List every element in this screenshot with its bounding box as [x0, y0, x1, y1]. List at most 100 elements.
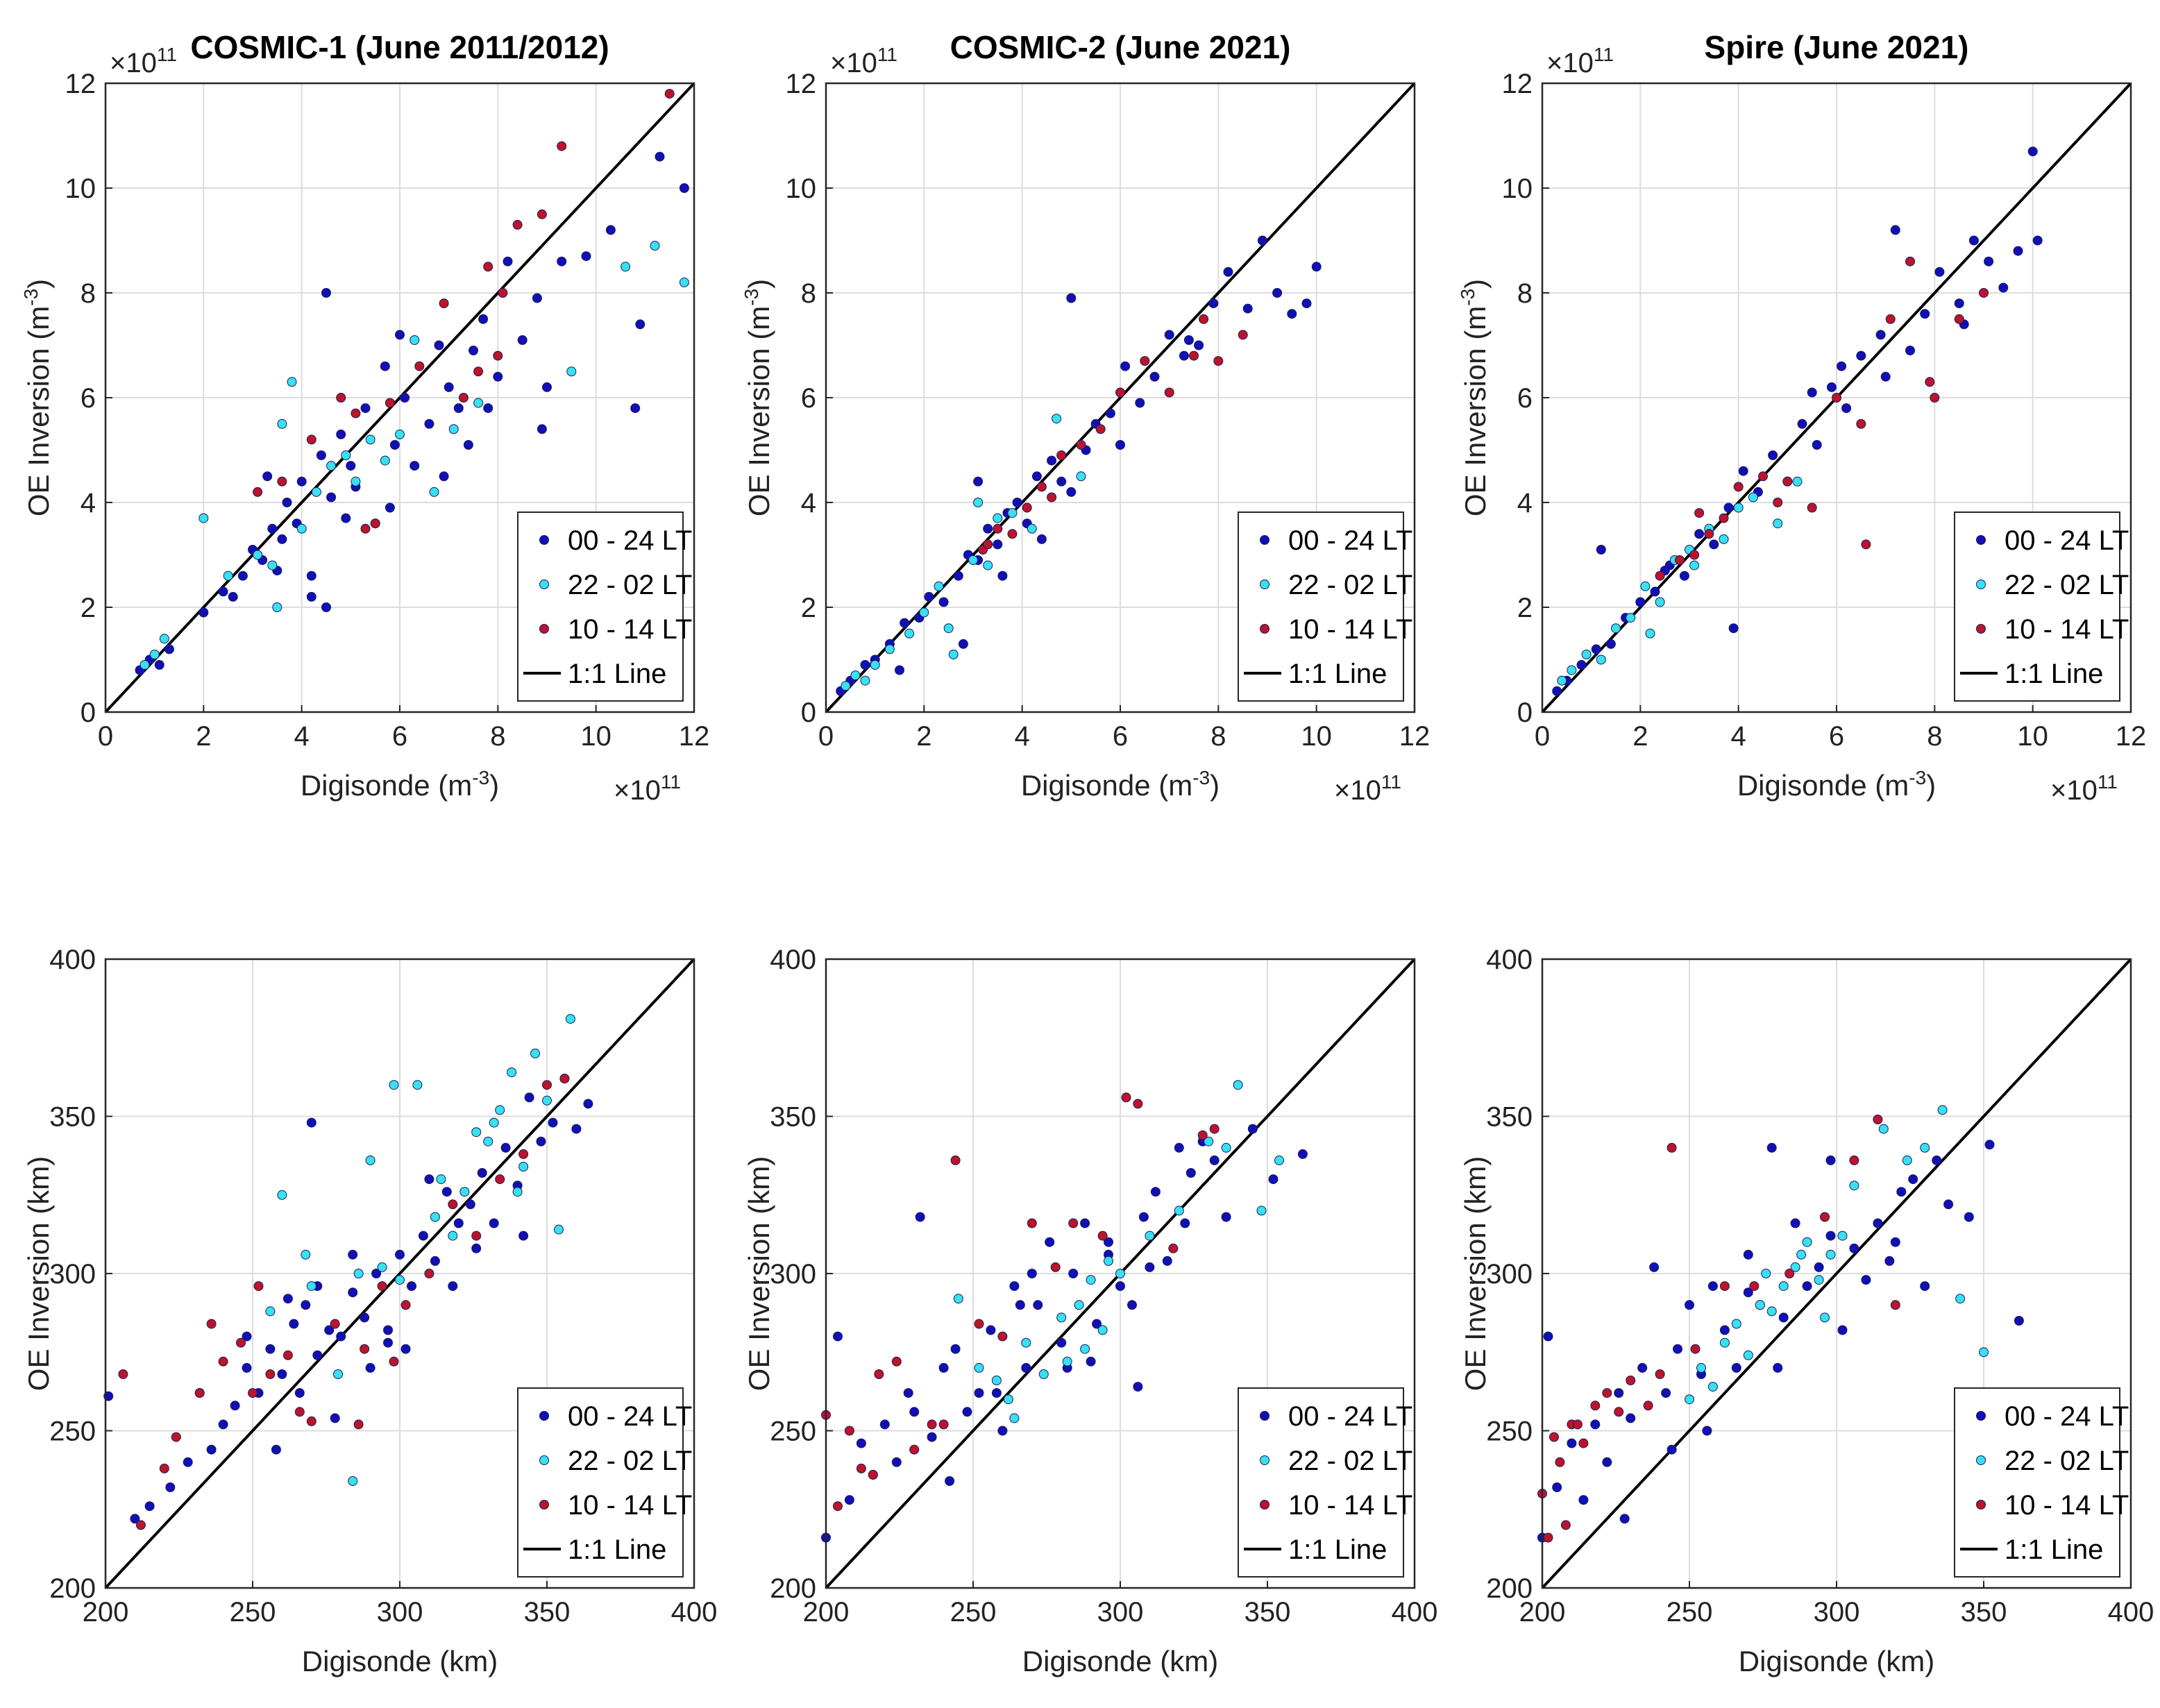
data-point-22-02 [199, 513, 209, 523]
data-point-22-02 [1062, 1356, 1072, 1367]
data-point-00-24 [164, 644, 174, 654]
data-point-22-02 [542, 1095, 552, 1106]
data-point-00-24 [537, 424, 547, 434]
data-point-10-14 [353, 1419, 364, 1430]
data-point-00-24 [206, 1444, 217, 1455]
data-point-00-24 [1602, 1457, 1612, 1467]
data-point-00-24 [165, 1482, 176, 1492]
data-point-00-24 [1086, 1356, 1096, 1367]
data-point-22-02 [1038, 1369, 1049, 1379]
data-point-00-24 [439, 471, 449, 482]
data-point-22-02 [565, 1014, 575, 1024]
data-point-22-02 [436, 1174, 446, 1185]
data-point-00-24 [1825, 1231, 1836, 1241]
one-to-one-line [825, 82, 1416, 713]
data-point-00-24 [348, 1287, 358, 1298]
x-multiplier-base: ×10 [1334, 775, 1381, 806]
data-point-00-24 [1221, 1212, 1231, 1222]
legend-marker [1260, 624, 1269, 634]
data-point-00-24 [1596, 545, 1606, 555]
ylabel-text: OE Inversion (m [22, 306, 55, 516]
panel-hmf2-cosmic2: 200 250 300 350 400 200 250 300 350 400 Digisonde … [743, 945, 1437, 1677]
data-point-22-02 [1802, 1237, 1812, 1247]
legend-marker [1260, 1500, 1269, 1510]
data-point-00-24 [1194, 340, 1204, 350]
data-point-10-14 [1820, 1212, 1830, 1222]
y-multiplier: ×1011 [110, 44, 177, 78]
xlabel-text: Digisonde (km) [1022, 1645, 1218, 1677]
data-point-00-24 [1242, 303, 1253, 314]
data-point-00-24 [395, 1249, 405, 1260]
data-point-10-14 [1655, 570, 1665, 581]
data-point-10-14 [360, 523, 371, 534]
data-point-00-24 [1667, 1444, 1677, 1455]
data-point-10-14 [1849, 1155, 1859, 1165]
data-point-00-24 [1591, 644, 1601, 654]
data-point-10-14 [1807, 502, 1817, 513]
y-tick-label: 2 [81, 593, 96, 623]
data-point-00-24 [1080, 1218, 1090, 1228]
x-tick-label: 350 [1244, 1597, 1291, 1627]
legend-entry: 22 - 02 LT [568, 1446, 692, 1476]
chart-title: Spire (June 2021) [1705, 29, 1969, 65]
data-point-00-24 [860, 660, 870, 670]
data-point-22-02 [341, 450, 351, 460]
y-multiplier-base: ×10 [830, 48, 877, 78]
data-point-22-02 [1743, 1350, 1753, 1360]
data-point-22-02 [974, 1362, 984, 1373]
data-point-22-02 [1733, 502, 1744, 513]
data-point-00-24 [1635, 597, 1646, 607]
data-point-00-24 [493, 371, 503, 382]
data-point-00-24 [1875, 330, 1886, 340]
data-point-00-24 [242, 1331, 252, 1342]
data-point-10-14 [1873, 1115, 1883, 1124]
x-tick-label: 350 [524, 1597, 571, 1627]
data-point-22-02 [471, 1127, 482, 1138]
data-point-10-14 [559, 1074, 570, 1084]
data-point-00-24 [1045, 1237, 1055, 1247]
data-point-00-24 [1861, 1275, 1871, 1285]
data-point-00-24 [1036, 534, 1047, 544]
y-tick-label: 4 [81, 488, 96, 518]
x-tick-label: 250 [1667, 1597, 1713, 1627]
x-multiplier: ×1011 [614, 771, 681, 806]
data-point-10-14 [483, 262, 493, 272]
x-tick-label: 4 [294, 721, 310, 752]
xlabel-exponent: -3 [1909, 767, 1926, 788]
data-point-00-24 [1932, 1155, 1942, 1165]
legend-entry: 10 - 14 LT [2005, 1490, 2129, 1521]
legend: 00 - 24 LT 22 - 02 LT 10 - 14 LT 1:1 Line [517, 1387, 692, 1578]
legend-marker [539, 1411, 549, 1421]
y-tick-label: 8 [801, 278, 816, 309]
data-point-10-14 [1614, 1407, 1624, 1417]
ylabel-close: ) [1459, 279, 1492, 289]
chart-title: COSMIC-2 (June 2021) [950, 29, 1291, 65]
data-point-22-02 [841, 681, 851, 691]
y-axis-label: OE Inversion (km) [1459, 1156, 1492, 1391]
data-point-00-24 [1873, 1218, 1883, 1228]
data-point-00-24 [453, 403, 464, 414]
data-point-22-02 [554, 1224, 564, 1235]
y-tick-label: 350 [770, 1102, 816, 1133]
data-point-10-14 [253, 487, 263, 497]
legend: 00 - 24 LT 22 - 02 LT 10 - 14 LT 1:1 Line [1238, 1387, 1412, 1578]
y-multiplier-base: ×10 [1546, 48, 1594, 78]
data-point-22-02 [884, 644, 895, 654]
y-tick-label: 350 [49, 1102, 96, 1133]
y-tick-label: 12 [1502, 69, 1533, 99]
data-point-10-14 [265, 1369, 276, 1379]
legend-marker [1976, 580, 1986, 589]
data-point-00-24 [1709, 539, 1719, 550]
y-axis-label: OE Inversion (m-3) [741, 279, 775, 516]
data-point-22-02 [860, 675, 870, 686]
data-point-00-24 [1068, 1269, 1079, 1278]
data-point-00-24 [986, 1325, 996, 1335]
data-point-10-14 [1689, 550, 1700, 560]
y-multiplier-exp: 11 [157, 44, 177, 65]
data-point-00-24 [469, 346, 478, 355]
data-point-22-02 [1007, 508, 1018, 518]
data-point-00-24 [1179, 350, 1189, 361]
data-point-22-02 [943, 623, 954, 634]
data-point-00-24 [581, 251, 591, 262]
data-point-00-24 [1825, 1155, 1836, 1165]
